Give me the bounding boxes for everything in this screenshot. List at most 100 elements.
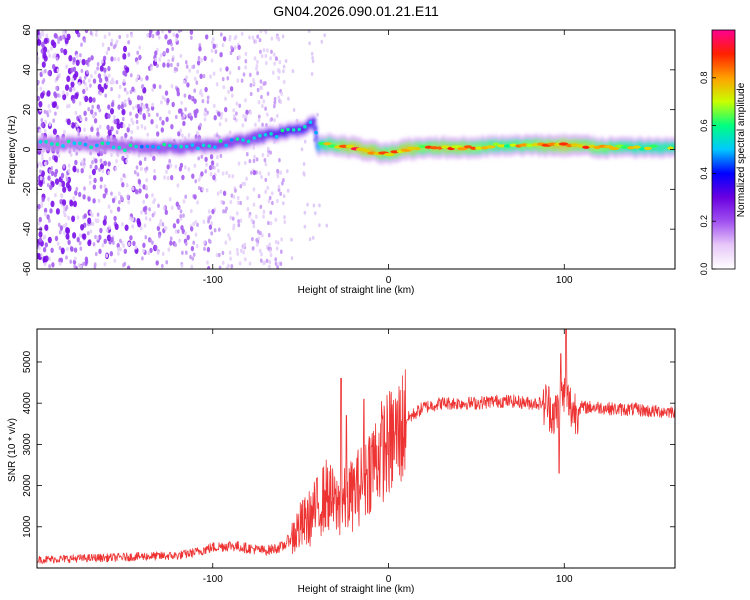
noise-blob [219, 189, 223, 194]
noise-blob [80, 168, 84, 174]
noise-blob [41, 61, 46, 68]
noise-blob [100, 86, 105, 94]
noise-blob [311, 235, 315, 240]
noise-blob [157, 203, 160, 208]
noise-blob [262, 260, 265, 266]
noise-blob [268, 259, 272, 265]
noise-blob [82, 164, 86, 169]
noise-blob [161, 251, 165, 257]
colorbar-gradient [712, 30, 735, 269]
noise-blob [280, 91, 284, 96]
noise-blob [48, 168, 52, 174]
noise-blob [126, 90, 129, 96]
noise-blob [94, 70, 97, 75]
snr-data-point [335, 506, 336, 507]
noise-blob [205, 34, 209, 40]
noise-blob [127, 123, 131, 128]
noise-blob [110, 152, 113, 158]
noise-blob [97, 73, 102, 79]
noise-blob [121, 108, 126, 116]
noise-blob [62, 186, 67, 193]
noise-blob [184, 231, 187, 236]
noise-blob [118, 191, 121, 196]
noise-blob [104, 76, 109, 82]
noise-blob [44, 161, 47, 166]
snr-frame [36, 328, 676, 569]
noise-blob [107, 129, 112, 136]
noise-blob [74, 110, 78, 116]
noise-blob [156, 30, 160, 36]
noise-blob [136, 60, 139, 65]
noise-blob [148, 217, 152, 222]
noise-blob [260, 252, 263, 257]
noise-blob [72, 57, 76, 63]
noise-blob [275, 246, 279, 251]
noise-blob [272, 52, 276, 57]
noise-blob [110, 236, 114, 243]
snr-data-point [326, 493, 327, 494]
noise-blob [274, 261, 278, 266]
noise-blob [93, 118, 98, 124]
noise-blob [99, 65, 104, 72]
noise-blob [171, 57, 175, 62]
y-tick-label: -60 [22, 261, 33, 276]
ridge-hotspot [274, 135, 279, 139]
noise-blob [283, 215, 286, 220]
noise-blob [87, 196, 91, 202]
noise-blob [199, 73, 203, 80]
noise-blob [56, 105, 59, 110]
noise-blob [73, 247, 78, 253]
noise-blob [84, 95, 89, 103]
noise-blob [269, 221, 273, 226]
noise-blob [203, 112, 207, 117]
snr-data-point [529, 403, 530, 404]
noise-blob [94, 158, 98, 164]
snr-data-point [458, 403, 459, 404]
noise-blob [204, 86, 208, 93]
noise-blob [168, 38, 172, 45]
noise-blob [113, 258, 117, 263]
noise-blob [65, 64, 68, 69]
noise-blob [82, 233, 87, 240]
noise-blob [222, 84, 226, 90]
noise-blob [65, 227, 71, 235]
snr-data-point [107, 557, 108, 558]
noise-blob [66, 215, 70, 220]
noise-blob [166, 97, 170, 104]
noise-blob [112, 80, 115, 85]
noise-blob [220, 111, 224, 117]
noise-blob [99, 91, 102, 96]
noise-blob [119, 238, 122, 244]
noise-blob [193, 76, 197, 81]
noise-blob [145, 166, 149, 171]
noise-blob [92, 198, 96, 204]
noise-blob [140, 124, 144, 129]
noise-blob [116, 122, 121, 130]
noise-blob [100, 59, 104, 64]
noise-blob [201, 186, 205, 192]
noise-blob [174, 229, 178, 234]
noise-blob [196, 60, 201, 66]
noise-blob [238, 55, 241, 60]
noise-blob [63, 129, 66, 135]
noise-blob [273, 118, 276, 123]
noise-blob [179, 209, 183, 214]
noise-blob [44, 119, 47, 125]
noise-blob [121, 116, 125, 122]
noise-blob [160, 127, 164, 133]
noise-blob [45, 110, 49, 115]
noise-blob [55, 56, 59, 61]
noise-blob [257, 100, 261, 105]
noise-blob [38, 100, 43, 108]
y-tick-label: 0 [22, 146, 33, 152]
ridge-hotspot [50, 142, 54, 146]
noise-blob [256, 71, 259, 76]
noise-blob [43, 46, 48, 53]
noise-blob [323, 33, 327, 38]
noise-blob [262, 48, 266, 53]
noise-blob [133, 170, 137, 175]
noise-blob [72, 195, 76, 201]
ridge-hotspot [414, 147, 421, 151]
noise-blob [103, 238, 107, 244]
noise-blob [239, 200, 242, 206]
